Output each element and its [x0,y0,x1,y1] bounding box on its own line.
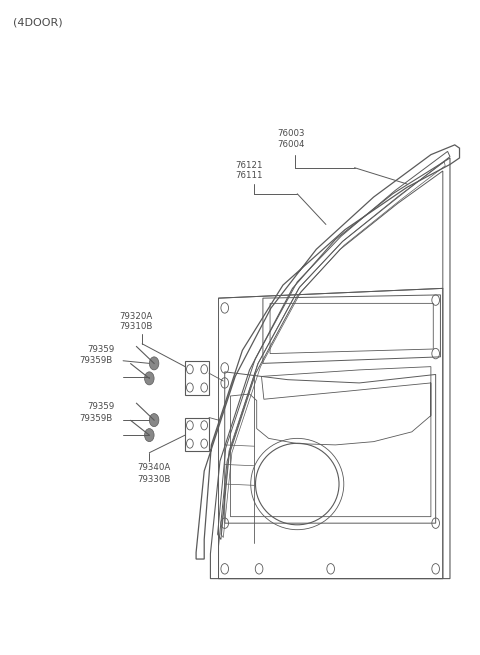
Text: 76004: 76004 [277,140,305,149]
Circle shape [144,428,154,441]
Text: (4DOOR): (4DOOR) [13,18,63,28]
Text: 76111: 76111 [235,171,263,180]
Circle shape [144,372,154,385]
Text: 76121: 76121 [235,160,263,170]
Text: 79320A: 79320A [120,312,153,321]
Text: 79359: 79359 [87,345,115,354]
Text: 79310B: 79310B [120,322,153,331]
Text: 79359B: 79359B [79,356,112,365]
Circle shape [149,357,159,370]
Text: 79330B: 79330B [137,475,171,484]
Text: 76003: 76003 [277,129,305,138]
Text: 79359: 79359 [87,402,115,411]
Text: 79359B: 79359B [79,414,112,422]
Text: 79340A: 79340A [137,463,171,472]
Circle shape [149,413,159,426]
